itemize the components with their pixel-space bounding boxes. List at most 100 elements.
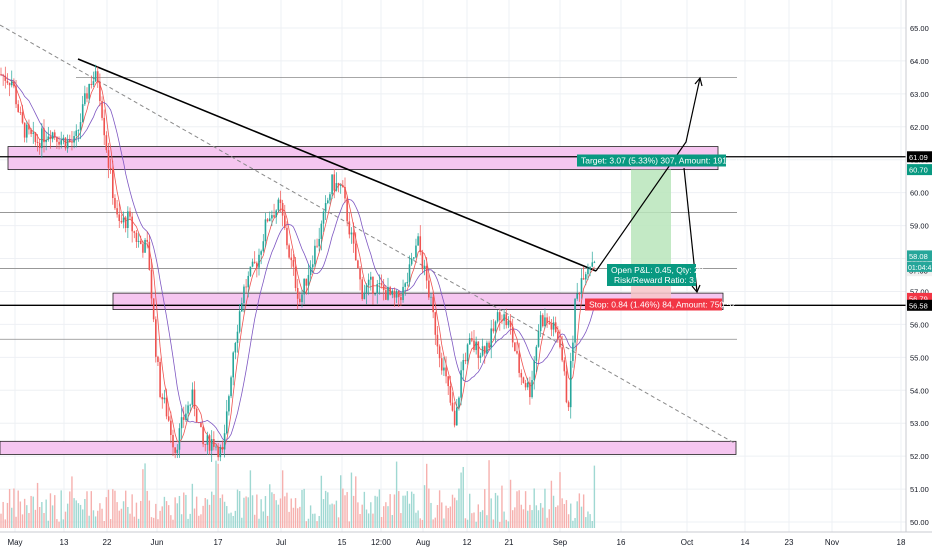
- candle-body: [479, 355, 482, 359]
- volume-bar: [77, 503, 80, 528]
- candle-body: [342, 185, 344, 187]
- candle-body: [96, 71, 99, 83]
- volume-bar: [593, 465, 596, 528]
- candle-body: [361, 279, 363, 300]
- candle-body: [548, 323, 551, 324]
- y-tick-label: 56.00: [910, 320, 929, 329]
- volume-bar: [99, 503, 101, 528]
- candle-body: [180, 417, 183, 429]
- candle-body: [206, 435, 209, 445]
- volume-bar: [443, 518, 445, 528]
- volume-bar: [150, 517, 153, 528]
- volume-bar: [161, 506, 163, 528]
- candle-body: [71, 141, 73, 143]
- candle-body: [337, 183, 340, 186]
- candle-body: [118, 214, 121, 221]
- candle-body: [34, 132, 37, 142]
- volume-bar: [537, 510, 540, 528]
- volume-bar: [75, 500, 77, 528]
- volume-bar: [464, 518, 467, 528]
- candle-body: [105, 135, 108, 151]
- volume-bar: [342, 488, 344, 528]
- candle-body: [395, 290, 398, 298]
- candle-body: [389, 287, 391, 295]
- candle-body: [569, 360, 572, 408]
- volume-bar: [217, 463, 219, 528]
- stop-label-bg: [585, 298, 722, 311]
- candle-body: [182, 417, 185, 420]
- volume-bar: [187, 518, 189, 528]
- price-axis[interactable]: 65.0064.0063.0062.0061.0060.0059.0058.00…: [905, 0, 932, 532]
- time-axis[interactable]: May 13 22 Jun 17 Jul 15 12:00 Aug 12 21 Sep 16 Oct 14 2…: [0, 531, 932, 550]
- price-label: 61.09: [909, 153, 928, 162]
- volume-bar: [56, 519, 58, 528]
- y-tick-label: 65.00: [910, 24, 929, 33]
- candle-body: [503, 314, 505, 321]
- slow-moving-average: [0, 74, 595, 441]
- volume-bar: [62, 519, 65, 528]
- volume-bar: [120, 508, 123, 528]
- candle-body: [576, 293, 578, 299]
- x-tick-label: Jul: [276, 538, 286, 547]
- candle-body: [28, 124, 30, 130]
- price-label: 56.79: [909, 294, 928, 303]
- candle-body: [453, 410, 456, 426]
- volume-bar: [318, 515, 320, 528]
- candle-body: [99, 82, 101, 102]
- candle-body: [440, 358, 443, 371]
- candle-body: [585, 274, 587, 280]
- volume-bar: [58, 521, 60, 528]
- volume-bar: [535, 505, 538, 528]
- volume-bar: [288, 511, 290, 528]
- volume-bar: [348, 521, 350, 528]
- volume-bar: [202, 505, 204, 528]
- volume-bar: [559, 472, 561, 528]
- trend-lines[interactable]: [0, 24, 737, 445]
- volume-bar: [473, 512, 475, 528]
- candle-body: [526, 382, 529, 388]
- rr-label: Risk/Reward Ratio: 3.65: [614, 275, 706, 285]
- volume-bar: [460, 472, 462, 528]
- candle-body: [451, 402, 454, 411]
- candle-body: [537, 331, 540, 347]
- x-tick-label: Sep: [553, 538, 568, 547]
- price-zones[interactable]: [0, 146, 737, 455]
- candle-body: [253, 261, 256, 263]
- fast-moving-average: [0, 74, 595, 450]
- candle-body: [460, 370, 462, 398]
- candle-body: [363, 292, 366, 300]
- candle-body: [464, 360, 467, 362]
- volume-bar: [215, 460, 217, 528]
- candle-body: [359, 268, 361, 280]
- candle-body: [466, 344, 469, 362]
- candle-body: [311, 264, 314, 268]
- volume-bar: [292, 507, 295, 528]
- candle-body: [567, 402, 570, 408]
- volume-bar: [73, 498, 75, 528]
- x-tick-label: 22: [103, 538, 112, 547]
- candle-body: [232, 352, 234, 378]
- candle-body: [365, 285, 368, 293]
- candle-body: [346, 198, 348, 222]
- price-label: 60.70: [909, 166, 928, 175]
- candle-body: [10, 81, 13, 86]
- candle-body: [292, 260, 295, 267]
- candle-body: [135, 232, 138, 242]
- volume-bar: [378, 489, 381, 528]
- volume-bar: [152, 517, 155, 528]
- volume-bar: [245, 496, 247, 528]
- candle-body: [281, 203, 284, 216]
- candle-body: [539, 315, 542, 332]
- x-tick-label: 17: [214, 538, 223, 547]
- volume-bar: [522, 509, 525, 528]
- volume-bar: [555, 507, 557, 528]
- volume-bar: [333, 504, 335, 528]
- candle-body: [443, 367, 445, 371]
- volume-bar: [49, 493, 52, 528]
- candle-body: [296, 288, 299, 299]
- volume-bar: [66, 503, 69, 528]
- candle-body: [314, 245, 316, 265]
- volume-bar: [297, 508, 299, 528]
- volume-bar: [185, 494, 187, 528]
